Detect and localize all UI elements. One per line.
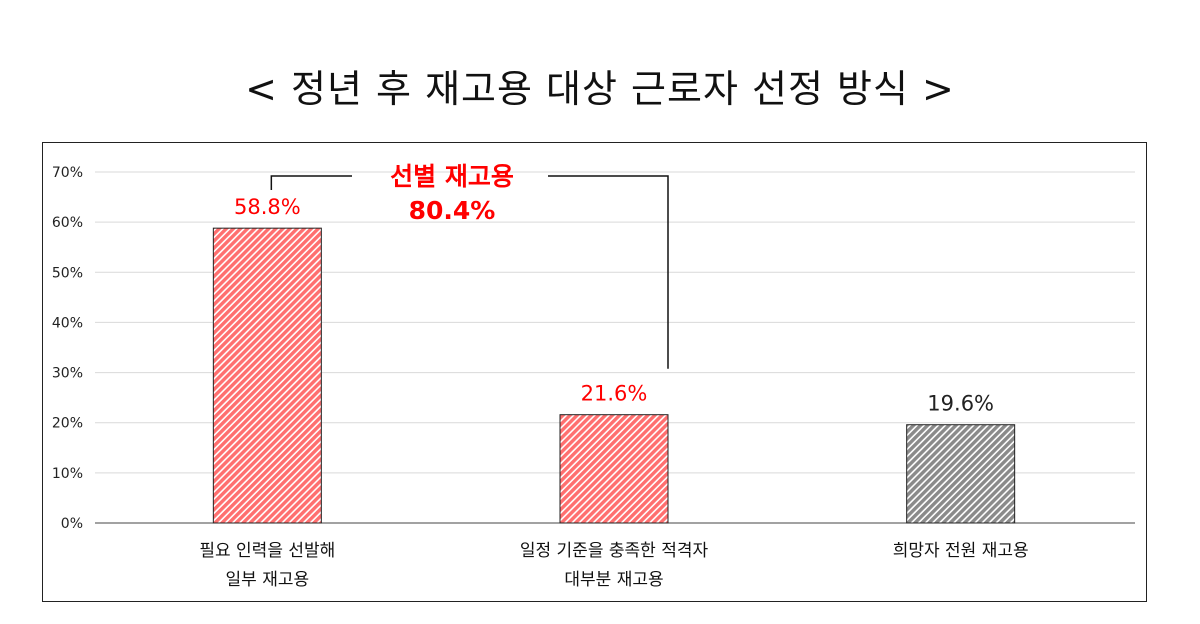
x-tick-label: 필요 인력을 선발해 — [199, 541, 335, 561]
y-tick-label: 70% — [52, 165, 83, 181]
bar — [906, 424, 1016, 524]
x-tick-label: 희망자 전원 재고용 — [893, 541, 1029, 561]
y-tick-label: 20% — [52, 416, 83, 432]
x-tick-label: 대부분 재고용 — [564, 570, 663, 590]
chart-frame — [42, 142, 1147, 602]
annotation-bracket-right — [548, 175, 669, 369]
bar — [559, 414, 669, 524]
annotation-label: 선별 재고용 — [390, 162, 514, 191]
x-tick-label: 일정 기준을 충족한 적격자 — [520, 541, 709, 561]
data-label: 19.6% — [927, 392, 994, 416]
y-tick-label: 10% — [52, 466, 83, 482]
chart-title: < 정년 후 재고용 대상 근로자 선정 방식 > — [245, 67, 955, 111]
bar — [212, 227, 322, 524]
data-label: 58.8% — [234, 195, 301, 219]
y-tick-label: 30% — [52, 366, 83, 382]
y-tick-label: 60% — [52, 215, 83, 231]
y-tick-label: 0% — [61, 516, 83, 532]
x-tick-label: 일부 재고용 — [226, 570, 310, 590]
data-label: 21.6% — [581, 382, 648, 406]
y-tick-label: 50% — [52, 265, 83, 281]
annotation-value: 80.4% — [409, 196, 496, 225]
annotation-bracket-left — [270, 175, 352, 190]
y-tick-label: 40% — [52, 315, 83, 331]
